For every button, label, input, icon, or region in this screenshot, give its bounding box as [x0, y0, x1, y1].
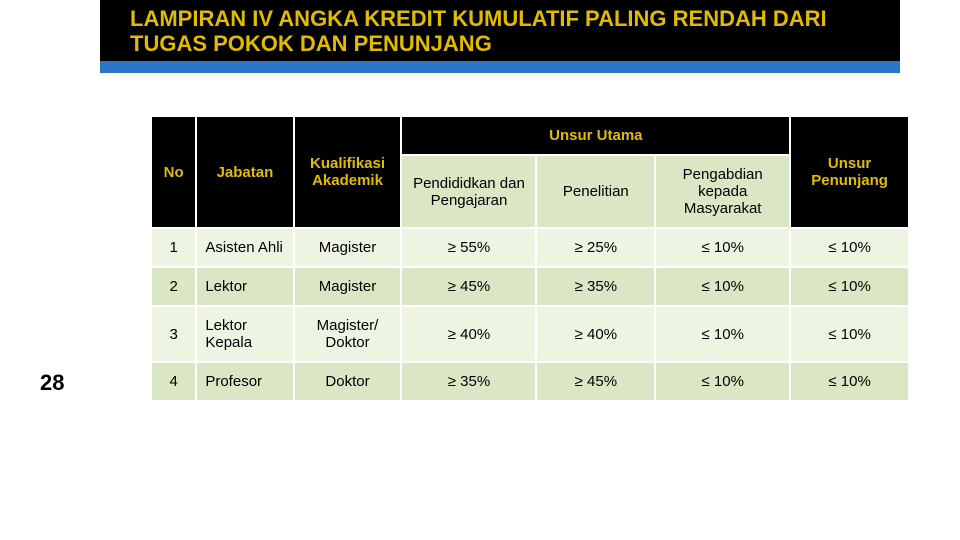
cell-jabatan: Asisten Ahli	[196, 228, 293, 267]
cell-pengabdian: ≤ 10%	[655, 362, 790, 401]
credit-table: No Jabatan Kualifikasi Akademik Unsur Ut…	[150, 115, 910, 402]
col-kualifikasi: Kualifikasi Akademik	[294, 116, 402, 228]
credit-table-wrap: No Jabatan Kualifikasi Akademik Unsur Ut…	[150, 115, 910, 402]
table-row: 4 Profesor Doktor ≥ 35% ≥ 45% ≤ 10% ≤ 10…	[151, 362, 909, 401]
cell-kualifikasi: Magister	[294, 267, 402, 306]
cell-penunjang: ≤ 10%	[790, 228, 909, 267]
table-body: 1 Asisten Ahli Magister ≥ 55% ≥ 25% ≤ 10…	[151, 228, 909, 401]
cell-no: 1	[151, 228, 196, 267]
col-unsur-penunjang: Unsur Penunjang	[790, 116, 909, 228]
cell-no: 3	[151, 306, 196, 362]
cell-penunjang: ≤ 10%	[790, 306, 909, 362]
subcol-penelitian: Penelitian	[536, 155, 655, 228]
cell-penelitian: ≥ 45%	[536, 362, 655, 401]
cell-kualifikasi: Magister/ Doktor	[294, 306, 402, 362]
cell-pengabdian: ≤ 10%	[655, 267, 790, 306]
cell-no: 2	[151, 267, 196, 306]
table-row: 2 Lektor Magister ≥ 45% ≥ 35% ≤ 10% ≤ 10…	[151, 267, 909, 306]
cell-penelitian: ≥ 25%	[536, 228, 655, 267]
col-no: No	[151, 116, 196, 228]
cell-pengabdian: ≤ 10%	[655, 306, 790, 362]
page-number: 28	[40, 370, 64, 396]
cell-penelitian: ≥ 40%	[536, 306, 655, 362]
cell-jabatan: Profesor	[196, 362, 293, 401]
cell-jabatan: Lektor	[196, 267, 293, 306]
cell-kualifikasi: Magister	[294, 228, 402, 267]
col-jabatan: Jabatan	[196, 116, 293, 228]
cell-kualifikasi: Doktor	[294, 362, 402, 401]
cell-jabatan: Lektor Kepala	[196, 306, 293, 362]
col-unsur-utama: Unsur Utama	[401, 116, 790, 155]
cell-pendidikan: ≥ 45%	[401, 267, 536, 306]
subcol-pengabdian: Pengabdian kepada Masyarakat	[655, 155, 790, 228]
cell-no: 4	[151, 362, 196, 401]
slide: LAMPIRAN IV ANGKA KREDIT KUMULATIF PALIN…	[0, 0, 960, 540]
table-row: 3 Lektor Kepala Magister/ Doktor ≥ 40% ≥…	[151, 306, 909, 362]
table-row: 1 Asisten Ahli Magister ≥ 55% ≥ 25% ≤ 10…	[151, 228, 909, 267]
subcol-pendidikan: Pendididkan dan Pengajaran	[401, 155, 536, 228]
title-underbar	[100, 61, 900, 73]
cell-pendidikan: ≥ 55%	[401, 228, 536, 267]
cell-pendidikan: ≥ 35%	[401, 362, 536, 401]
slide-title: LAMPIRAN IV ANGKA KREDIT KUMULATIF PALIN…	[100, 0, 900, 61]
cell-penunjang: ≤ 10%	[790, 362, 909, 401]
table-head: No Jabatan Kualifikasi Akademik Unsur Ut…	[151, 116, 909, 228]
cell-penunjang: ≤ 10%	[790, 267, 909, 306]
title-block: LAMPIRAN IV ANGKA KREDIT KUMULATIF PALIN…	[100, 0, 900, 73]
cell-penelitian: ≥ 35%	[536, 267, 655, 306]
cell-pendidikan: ≥ 40%	[401, 306, 536, 362]
cell-pengabdian: ≤ 10%	[655, 228, 790, 267]
